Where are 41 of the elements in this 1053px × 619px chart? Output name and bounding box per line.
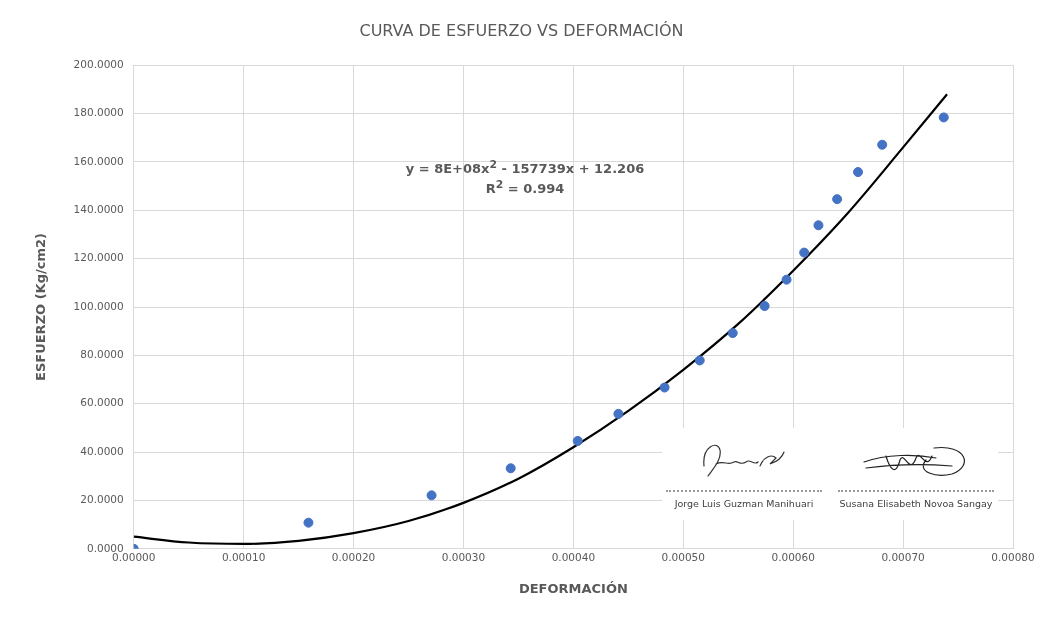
point <box>694 355 705 366</box>
y-tick-label: 60.0000 <box>80 396 124 409</box>
x-tick-label: 0.00020 <box>331 550 376 563</box>
point <box>426 490 437 501</box>
chart-title: CURVA DE ESFUERZO VS DEFORMACIÓN <box>359 20 684 40</box>
y-tick-label: 140.0000 <box>73 203 124 216</box>
point <box>659 382 670 393</box>
point <box>877 139 888 150</box>
y-tick-label: 120.0000 <box>73 251 124 264</box>
x-tick-label: 0.00080 <box>991 550 1035 563</box>
x-axis-title: DEFORMACIÓN <box>518 580 628 596</box>
y-tick-label: 180.0000 <box>73 106 124 119</box>
annotation: Jorge Luis Guzman Manihuari <box>674 498 814 509</box>
point <box>853 167 864 178</box>
y-tick-label: 40.0000 <box>80 444 124 457</box>
point <box>938 112 949 123</box>
point <box>759 301 770 312</box>
y-tick-label: 80.0000 <box>80 348 124 361</box>
point <box>727 328 738 339</box>
point <box>572 435 583 446</box>
x-tick-label: 0.00070 <box>881 550 925 563</box>
y-tick-label: 200.0000 <box>73 57 124 70</box>
point <box>781 274 792 285</box>
point <box>613 408 624 419</box>
y-tick-label: 160.0000 <box>73 154 124 167</box>
x-tick-label: 0.00050 <box>661 550 705 563</box>
point <box>813 220 824 231</box>
point <box>799 247 810 258</box>
y-tick-label: 100.0000 <box>73 299 124 312</box>
x-tick-label: 0.00040 <box>551 550 596 563</box>
point <box>832 194 843 205</box>
x-tick-label: 0.00060 <box>771 550 815 563</box>
x-tick-label: 0.00030 <box>441 550 486 563</box>
point <box>303 517 314 528</box>
y-tick-label: 20.0000 <box>80 493 124 506</box>
y-axis-title: ESFUERZO (Kg/cm2) <box>33 233 49 381</box>
point <box>505 463 516 474</box>
annotation: y = 8E+08x$^{2}$ - 157739x + 12.206 <box>404 158 646 177</box>
annotation: Susana Elisabeth Novoa Sangay <box>839 498 993 509</box>
x-tick-label: 0.00010 <box>221 550 266 563</box>
annotation: R$^{2}$ = 0.994 <box>484 178 566 197</box>
